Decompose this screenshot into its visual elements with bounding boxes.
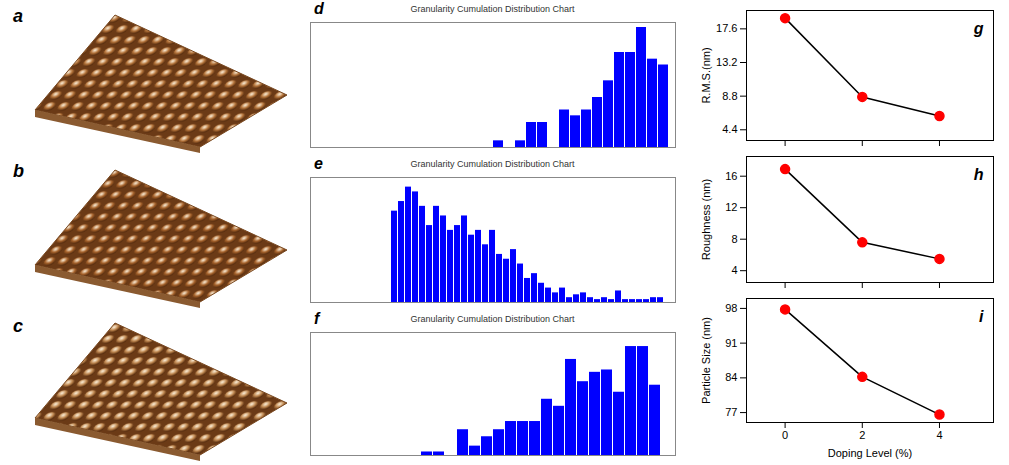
svg-text:g: g: [973, 20, 984, 37]
html-text:Granularity Cumulation Distrib: Granularity Cumulation Distribution Char…: [410, 314, 575, 324]
svg-text:Roughness (nm): Roughness (nm): [700, 179, 712, 260]
svg-text:h: h: [974, 166, 984, 183]
html-text:e: e: [314, 155, 323, 172]
html-text:Granularity Cumulation Distrib: Granularity Cumulation Distribution Char…: [410, 159, 575, 169]
svg-text:8.8: 8.8: [722, 90, 737, 102]
svg-text:b: b: [13, 161, 24, 181]
svg-text:4: 4: [731, 264, 737, 276]
svg-text:4.4: 4.4: [722, 123, 737, 135]
svg-text:12: 12: [725, 201, 737, 213]
svg-text:i: i: [979, 308, 984, 325]
svg-text:R.M.S.(nm): R.M.S.(nm): [700, 47, 712, 103]
svg-text:13.2: 13.2: [716, 56, 737, 68]
svg-text:17.6: 17.6: [716, 22, 737, 34]
svg-text:98: 98: [725, 302, 737, 314]
html-text:d: d: [314, 0, 324, 17]
svg-text:84: 84: [725, 371, 737, 383]
svg-text:a: a: [13, 6, 23, 26]
svg-text:8: 8: [731, 233, 737, 245]
svg-text:4: 4: [936, 429, 942, 441]
svg-text:Particle Size (nm): Particle Size (nm): [700, 317, 712, 404]
html-text:Granularity Cumulation Distrib: Granularity Cumulation Distribution Char…: [410, 4, 575, 14]
svg-text:Doping Level (%): Doping Level (%): [828, 447, 912, 459]
svg-text:91: 91: [725, 337, 737, 349]
svg-text:2: 2: [859, 429, 865, 441]
svg-text:16: 16: [725, 170, 737, 182]
svg-text:c: c: [13, 316, 23, 336]
svg-text:0: 0: [782, 429, 788, 441]
html-text:f: f: [314, 310, 320, 327]
svg-text:77: 77: [725, 406, 737, 418]
